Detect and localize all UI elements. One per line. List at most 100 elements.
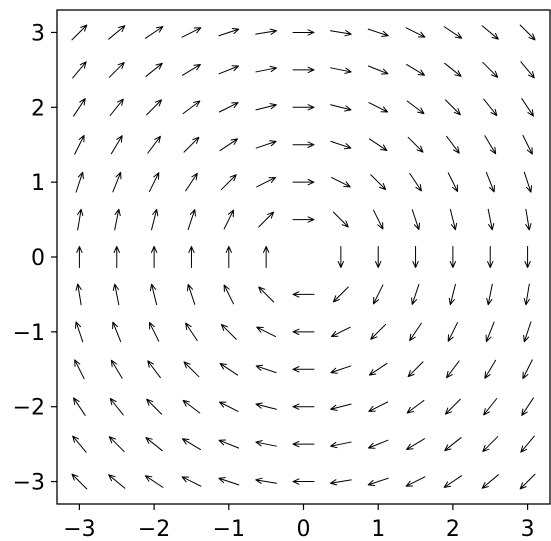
x-tick-label-6: 3: [521, 517, 535, 541]
arrow-r7-c9: [411, 283, 420, 305]
y-tick-label-0: 3: [31, 21, 45, 46]
arrow-r8-c2: [148, 321, 160, 342]
arrow-r6-c10: [449, 246, 457, 268]
arrow-r11-c10: [444, 437, 462, 452]
arrow-r7-c4: [223, 284, 234, 305]
arrow-r5-c7: [332, 211, 349, 228]
arrow-r10-c10: [444, 398, 461, 415]
arrow-r7-c12: [523, 283, 530, 306]
x-tick-label-5: 2: [446, 517, 460, 541]
arrow-r5-c0: [77, 208, 84, 231]
arrow-r5-c12: [525, 208, 532, 231]
arrow-r2-c8: [368, 102, 389, 113]
arrow-r1-c3: [181, 63, 201, 76]
arrow-r7-c0: [75, 283, 82, 306]
arrow-r7-c2: [149, 283, 158, 306]
x-tick-label-4: 1: [371, 517, 385, 541]
arrow-r11-c8: [367, 439, 389, 449]
arrow-r4-c4: [220, 174, 237, 191]
arrow-r5-c5: [258, 211, 275, 228]
arrow-r4-c0: [75, 171, 84, 193]
y-axis-ticks: 3 2 1 0 −1 −2 −3: [13, 21, 57, 496]
arrow-r0-c0: [71, 24, 88, 41]
arrow-r9-c8: [368, 362, 388, 376]
arrow-layer: [71, 24, 536, 490]
arrow-r4-c2: [148, 172, 160, 193]
arrow-r7-c5: [258, 286, 275, 303]
arrow-r9-c9: [407, 361, 424, 378]
arrow-r1-c7: [330, 67, 352, 74]
arrow-r12-c1: [108, 474, 126, 489]
arrow-r8-c4: [220, 323, 237, 340]
arrow-r3-c10: [446, 135, 460, 154]
arrow-r3-c6: [292, 141, 315, 148]
arrow-r1-c1: [108, 61, 125, 78]
arrow-r9-c5: [255, 364, 277, 374]
arrow-r10-c8: [368, 401, 389, 412]
arrow-r10-c11: [483, 398, 498, 416]
arrow-r3-c0: [74, 134, 85, 155]
arrow-r2-c10: [444, 99, 461, 116]
arrow-r11-c11: [482, 436, 499, 453]
arrow-r5-c10: [449, 208, 458, 231]
arrow-r3-c3: [183, 136, 200, 153]
arrow-r5-c9: [411, 209, 420, 231]
arrow-r2-c0: [73, 98, 86, 117]
arrow-r8-c10: [447, 321, 459, 342]
arrow-r1-c6: [292, 66, 315, 74]
arrow-r6-c3: [188, 246, 195, 268]
arrow-r0-c8: [367, 28, 389, 37]
arrow-r10-c5: [255, 402, 277, 410]
arrow-r12-c0: [71, 473, 88, 490]
arrow-r1-c8: [367, 65, 389, 75]
arrow-r2-c12: [521, 98, 534, 117]
arrow-r7-c1: [112, 283, 120, 306]
arrow-r9-c6: [292, 366, 315, 373]
arrow-r2-c5: [255, 103, 277, 111]
arrow-r4-c7: [330, 176, 351, 188]
arrow-r3-c5: [255, 140, 277, 149]
arrow-r9-c3: [183, 361, 200, 378]
arrow-r9-c2: [147, 360, 161, 379]
arrow-r3-c8: [368, 138, 388, 152]
arrow-r11-c9: [406, 438, 426, 451]
arrow-r11-c3: [181, 438, 201, 451]
arrow-r2-c2: [146, 99, 163, 116]
arrow-r4-c3: [185, 172, 198, 192]
arrow-r1-c5: [255, 65, 277, 73]
arrow-r10-c6: [292, 403, 315, 410]
y-tick-label-3: 0: [31, 246, 45, 271]
arrow-r2-c6: [292, 104, 315, 111]
arrow-r12-c9: [405, 476, 426, 487]
arrow-r1-c9: [406, 63, 426, 76]
arrow-r12-c3: [181, 476, 202, 487]
arrow-r1-c2: [145, 62, 163, 77]
arrow-r4-c11: [485, 171, 495, 193]
arrow-r3-c4: [219, 138, 239, 152]
arrow-r12-c4: [218, 477, 240, 486]
arrow-r5-c3: [187, 209, 196, 231]
arrow-r9-c0: [74, 359, 85, 380]
arrow-r0-c2: [144, 26, 164, 39]
arrow-r11-c12: [520, 435, 535, 453]
arrow-r6-c1: [113, 246, 120, 268]
arrow-r5-c4: [223, 209, 234, 230]
arrow-r1-c10: [444, 62, 462, 77]
arrow-r9-c7: [330, 365, 352, 374]
y-tick-label-6: −3: [13, 471, 45, 496]
arrow-r8-c8: [370, 323, 387, 340]
arrow-r4-c6: [292, 179, 315, 186]
arrow-r12-c6: [292, 478, 315, 485]
arrow-r9-c11: [484, 359, 497, 379]
arrow-r6-c2: [150, 246, 158, 268]
arrow-r6-c12: [524, 246, 531, 268]
arrow-r1-c11: [482, 61, 499, 78]
arrow-r5-c2: [151, 208, 159, 231]
arrow-r8-c9: [409, 322, 422, 342]
arrow-r10-c9: [406, 399, 425, 414]
arrow-r0-c9: [405, 27, 426, 38]
arrow-r9-c12: [522, 359, 533, 380]
arrow-r2-c9: [406, 100, 425, 115]
arrow-r0-c11: [481, 25, 499, 40]
arrow-r12-c11: [481, 474, 499, 489]
